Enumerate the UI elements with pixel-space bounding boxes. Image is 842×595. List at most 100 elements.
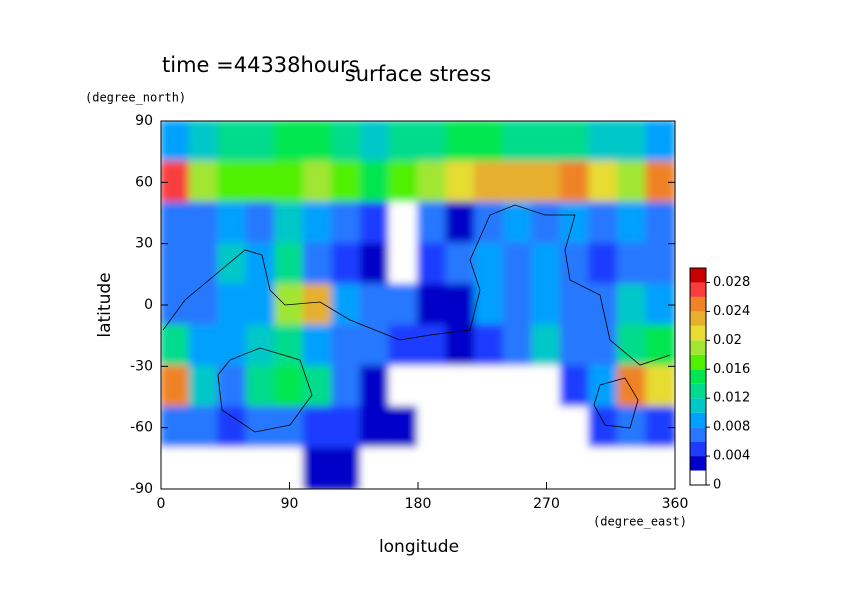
colorbar-segment	[690, 354, 706, 370]
cell	[161, 365, 191, 409]
cell	[588, 447, 619, 489]
cell	[161, 447, 191, 489]
colorbar-tick-label: 0.008	[713, 420, 750, 435]
cell	[502, 406, 534, 450]
field	[161, 121, 675, 489]
colorbar-segment	[690, 398, 706, 413]
y-tick-label: -90	[130, 481, 153, 497]
cell	[531, 324, 562, 368]
cell	[559, 121, 591, 163]
cell	[161, 242, 191, 286]
cell	[245, 201, 277, 245]
cell	[217, 324, 248, 368]
cell	[645, 365, 675, 409]
cell	[302, 160, 334, 204]
cell	[302, 283, 334, 327]
cell	[274, 201, 305, 245]
cell	[502, 324, 534, 368]
cell	[417, 160, 448, 204]
cell	[417, 121, 448, 163]
cell	[359, 365, 391, 409]
cell	[331, 242, 362, 286]
cell	[588, 283, 619, 327]
cell	[188, 324, 220, 368]
cell	[188, 242, 220, 286]
colorbar-segment	[690, 470, 706, 485]
cell	[474, 283, 505, 327]
cell	[331, 406, 362, 450]
colorbar-segment	[690, 383, 706, 399]
chart-title: surface stress	[345, 62, 491, 86]
cell	[217, 365, 248, 409]
cell	[245, 121, 277, 163]
y-tick-label: 60	[135, 174, 153, 190]
cell	[531, 121, 562, 163]
cell	[474, 160, 505, 204]
cell	[388, 324, 419, 368]
cell	[331, 121, 362, 163]
cell	[359, 201, 391, 245]
cell	[417, 365, 448, 409]
cell	[245, 160, 277, 204]
y-tick-label: 30	[135, 236, 153, 252]
cell	[331, 365, 362, 409]
x-unit: (degree_east)	[593, 515, 687, 529]
cell	[359, 283, 391, 327]
y-unit: (degree_north)	[85, 91, 186, 105]
cell	[616, 406, 648, 450]
cell	[359, 160, 391, 204]
colorbar-segment	[690, 412, 706, 428]
cell	[445, 121, 477, 163]
cell	[161, 121, 191, 163]
cell	[616, 447, 648, 489]
cell	[474, 447, 505, 489]
colorbar-segment	[690, 268, 706, 283]
cell	[274, 242, 305, 286]
cell	[302, 447, 334, 489]
cell	[588, 365, 619, 409]
cell	[445, 447, 477, 489]
colorbar-segment	[690, 456, 706, 471]
colorbar-tick-label: 0	[713, 478, 721, 493]
x-tick-label: 360	[662, 496, 689, 512]
cell	[474, 242, 505, 286]
cell	[531, 365, 562, 409]
cell	[474, 201, 505, 245]
cell	[359, 242, 391, 286]
cell	[188, 447, 220, 489]
cell	[217, 121, 248, 163]
x-axis-label: longitude	[379, 537, 459, 557]
cell	[388, 365, 419, 409]
cell	[502, 201, 534, 245]
colorbar-segment	[690, 325, 706, 341]
y-axis-label: latitude	[95, 272, 115, 337]
cell	[616, 283, 648, 327]
cell	[388, 201, 419, 245]
cell	[417, 283, 448, 327]
cell	[245, 406, 277, 450]
cell	[302, 406, 334, 450]
cell	[616, 160, 648, 204]
cell	[217, 406, 248, 450]
cell	[559, 242, 591, 286]
cell	[588, 201, 619, 245]
x-tick-label: 0	[157, 496, 166, 512]
cell	[331, 447, 362, 489]
cell	[474, 121, 505, 163]
cell	[502, 242, 534, 286]
cell	[445, 160, 477, 204]
cell	[161, 201, 191, 245]
cell	[531, 406, 562, 450]
cell	[445, 324, 477, 368]
colorbar-tick-label: 0.004	[713, 449, 750, 464]
cell	[217, 242, 248, 286]
cell	[417, 201, 448, 245]
cell	[274, 121, 305, 163]
cell	[359, 121, 391, 163]
cell	[588, 121, 619, 163]
cell	[559, 283, 591, 327]
colorbar-segment	[690, 282, 706, 297]
colorbar-segment	[690, 340, 706, 355]
coastlines	[162, 204, 671, 433]
